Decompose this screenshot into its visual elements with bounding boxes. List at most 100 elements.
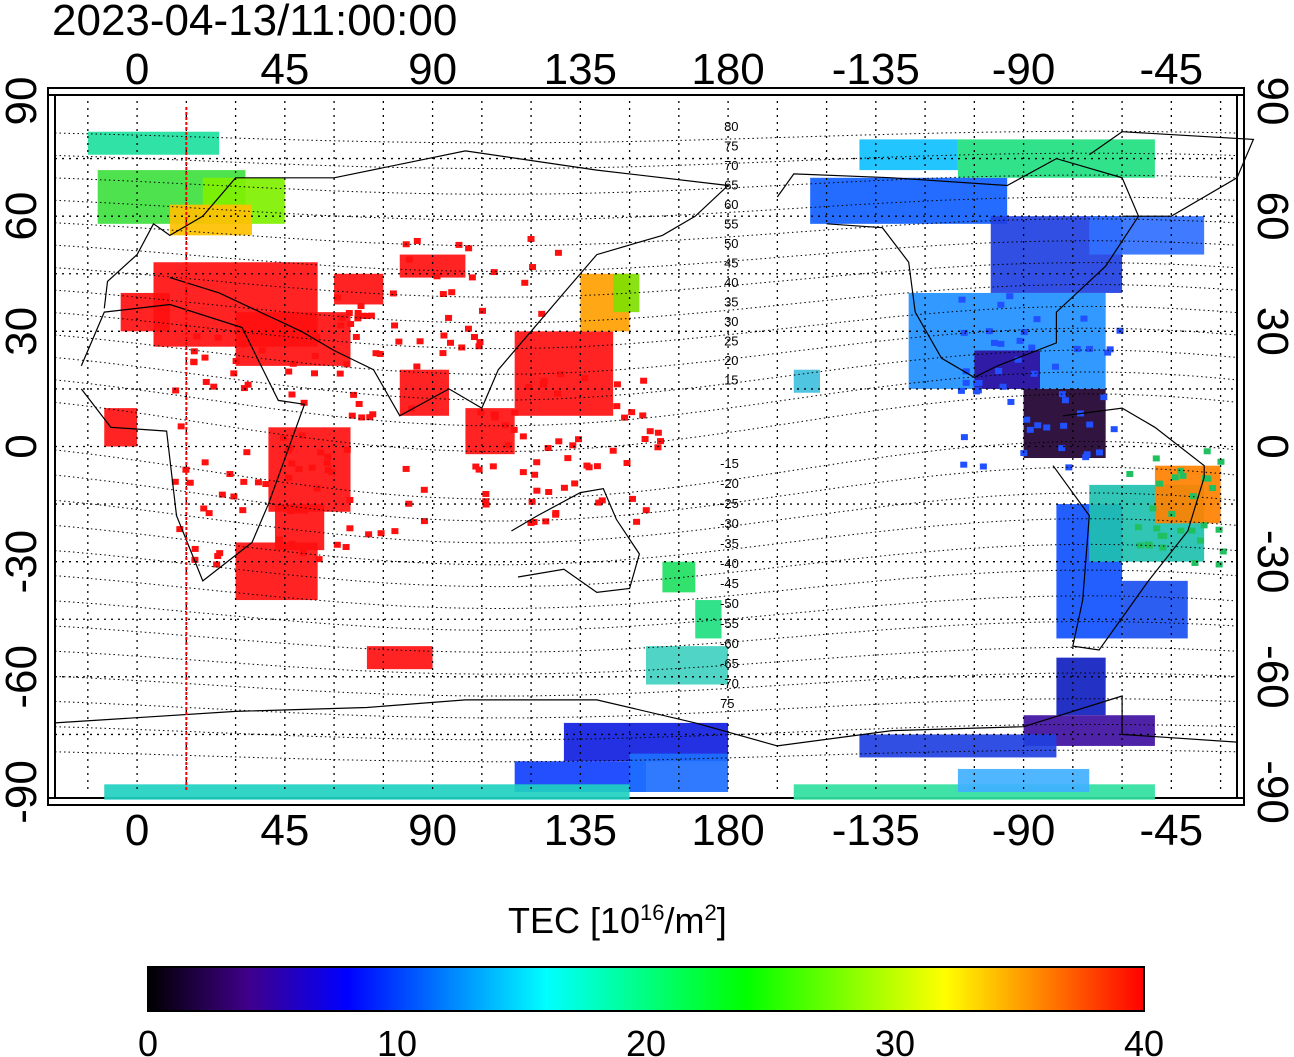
tec-cell [628,409,636,416]
tec-cell [501,422,509,429]
tec-cell [1153,525,1161,532]
tec-cell [540,378,548,385]
tec-cell [336,370,344,377]
mlat-label: -30 [720,516,739,531]
mlat-label: -45 [720,576,739,591]
tec-cell [1177,527,1185,534]
mlat-label: -25 [720,496,739,511]
mlat-label: -55 [720,616,739,631]
tec-cell [405,500,413,507]
tec-cell [1065,464,1073,471]
coastline [1088,131,1255,217]
tec-cell [355,400,363,407]
tec-cell [193,333,201,340]
tec-cell [218,491,226,498]
tec-cell [1051,363,1059,370]
tec-patch [334,273,384,305]
tec-cell [210,383,218,390]
colorbar-title-unit: /m [664,900,705,941]
tec-cell [1179,472,1187,479]
tec-cell [333,541,341,548]
tec-cell [525,383,533,390]
lon-tick-label-top: 90 [408,45,457,94]
tec-cell [290,338,298,345]
mlat-label: 30 [724,314,738,329]
mlat-label: 75 [724,139,738,154]
tec-cell [1006,293,1014,300]
tec-cell [621,414,629,421]
tec-cell [313,333,321,340]
tec-cell [529,264,537,271]
tec-cell [317,449,325,456]
tec-cell [293,507,301,514]
tec-cell [342,544,350,551]
tec-cell [214,334,222,341]
tec-cell [285,474,293,481]
tec-cell [254,479,262,486]
tec-cell [531,471,539,478]
mlat-contour [54,466,1238,522]
tec-cell [593,463,601,470]
tec-cell [347,320,355,327]
tec-cell [201,354,209,361]
mlat-label: 50 [724,236,738,251]
mlat-label: 40 [724,275,738,290]
mlat-contour [54,349,1238,401]
colorbar-tick-label: 10 [377,1023,417,1057]
tec-cell [337,322,345,329]
scale-bar-left [47,94,56,799]
tec-cell [348,412,356,419]
grid-lines [55,101,1237,792]
mlat-label: 65 [724,178,738,193]
mlat-contour [54,240,1238,272]
tec-cell [402,465,410,472]
tec-cell [478,307,486,314]
tec-cell [510,426,518,433]
tec-cell [172,387,180,394]
tec-cell [1104,349,1112,356]
tec-cell [334,294,342,301]
tec-cell [533,459,541,466]
mlat-contour [54,218,1238,247]
tec-cell [519,469,527,476]
tec-patch [974,350,1040,389]
tec-cell [367,312,375,319]
tec-cell [1043,424,1051,431]
tec-cell [1073,345,1081,352]
mlat-contour [54,440,1238,500]
tec-cell [545,489,553,496]
tec-cell [960,461,968,468]
tec-cell [1034,422,1042,429]
colorbar-ticks: 0 10 20 30 40 [138,1023,1164,1057]
tec-cell [973,380,981,387]
tec-cell [542,518,550,525]
tec-cell [609,447,617,454]
tec-patch [646,646,729,685]
tec-cell [315,556,323,563]
coastline [80,303,306,582]
tec-cell [1203,448,1211,455]
tec-cell [420,486,428,493]
tec-patch [1089,216,1205,255]
tec-cell [990,339,998,346]
tec-cell [191,545,199,552]
lon-tick-label-top: -135 [832,45,920,94]
tec-cell [298,432,306,439]
tec-cell [654,444,662,451]
tec-cell [1149,505,1157,512]
tec-cell [571,480,579,487]
tec-cell [613,403,621,410]
tec-cell [465,245,473,252]
tec-cell [528,498,536,505]
lat-tick-label-right: -60 [1248,645,1294,709]
tec-cell [240,385,248,392]
tec-cell [389,290,397,297]
lat-tick-label-right: -90 [1248,760,1294,824]
tec-cell [557,371,565,378]
mlat-label: 55 [724,217,738,232]
tec-cell [997,340,1005,347]
tec-cell [530,519,538,526]
tec-cell [328,469,336,476]
tec-cell [366,414,374,421]
tec-cell [239,507,247,514]
